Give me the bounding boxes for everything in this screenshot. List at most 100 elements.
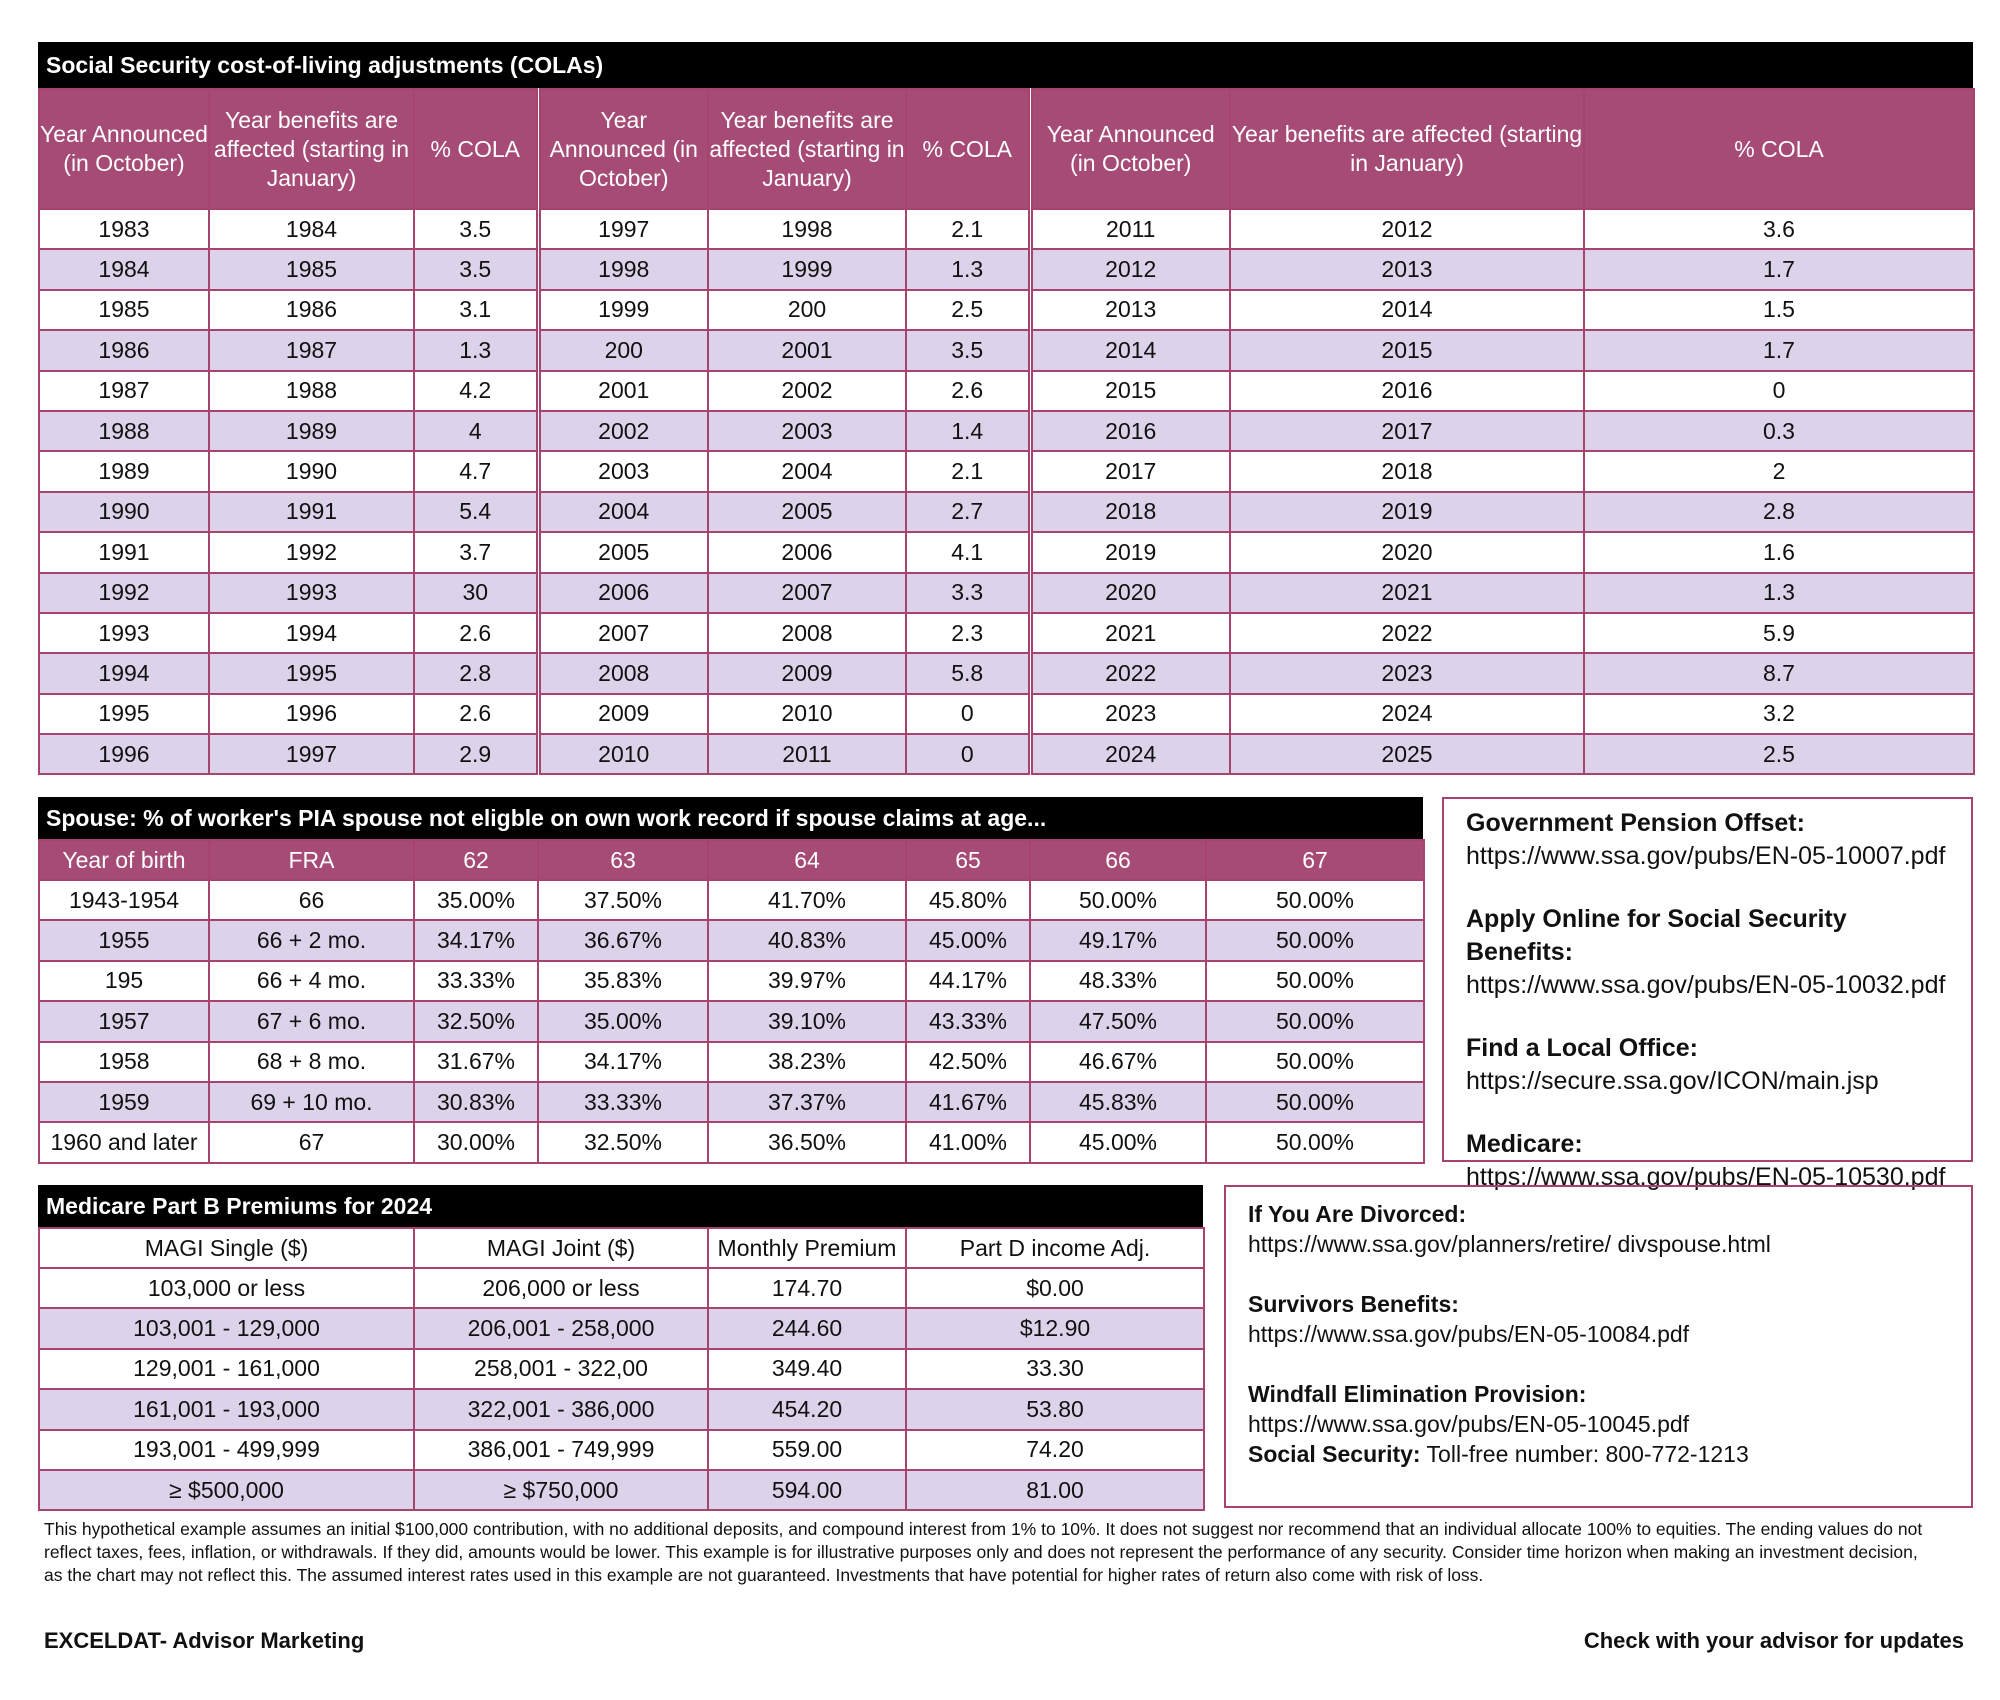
table-cell: 129,001 - 161,000 bbox=[38, 1347, 415, 1391]
table-cell: 39.10% bbox=[707, 1000, 907, 1043]
cola-row: 1985 1986 3.1 1999 200 2.5 2013 2014 1.5 bbox=[38, 288, 1975, 332]
table-cell: 38.23% bbox=[707, 1040, 907, 1083]
table-cell: 2008 bbox=[537, 652, 709, 695]
link-url[interactable]: https://www.ssa.gov/pubs/EN-05-10032.pdf bbox=[1466, 971, 1946, 999]
ssa-links-box: Government Pension Offset: https://www.ss… bbox=[1442, 797, 1973, 1191]
table-cell: 1986 bbox=[38, 329, 210, 372]
link-label: Survivors Benefits: bbox=[1248, 1291, 1459, 1317]
table-cell: 50.00% bbox=[1205, 1040, 1425, 1083]
table-cell: 193,001 - 499,999 bbox=[38, 1428, 415, 1471]
cola-row: 1993 1994 2.6 2007 2008 2.3 2021 2022 5.9 bbox=[38, 611, 1975, 655]
table-cell: 5.8 bbox=[905, 652, 1033, 695]
spouse-panel: Spouse: % of worker's PIA spouse not eli… bbox=[38, 797, 1425, 1164]
link-url[interactable]: https://secure.ssa.gov/ICON/main.jsp bbox=[1466, 1067, 1879, 1095]
table-cell: 2.5 bbox=[905, 288, 1033, 332]
table-cell: 1994 bbox=[38, 652, 210, 695]
table-cell: 1.3 bbox=[413, 329, 541, 372]
link-url[interactable]: https://www.ssa.gov/pubs/EN-05-10007.pdf bbox=[1466, 842, 1946, 870]
table-cell: 3.5 bbox=[905, 329, 1033, 372]
link-url[interactable]: https://www.ssa.gov/pubs/EN-05-10084.pdf bbox=[1248, 1321, 1690, 1347]
table-cell: 2003 bbox=[537, 450, 709, 493]
col-header: Year Announced (in October) bbox=[1029, 88, 1231, 210]
table-cell: 1993 bbox=[38, 611, 210, 655]
medicare-row: 103,000 or less 206,000 or less 174.70 $0.0… bbox=[38, 1266, 1205, 1310]
table-cell: 1990 bbox=[208, 450, 415, 493]
table-cell: 50.00% bbox=[1205, 1080, 1425, 1124]
table-cell: 1960 and later bbox=[38, 1121, 210, 1164]
table-cell: 2 bbox=[1583, 450, 1975, 493]
table-cell: 2019 bbox=[1229, 490, 1585, 534]
table-cell: 1997 bbox=[537, 207, 709, 251]
col-header: Monthly Premium bbox=[707, 1227, 907, 1269]
table-cell: 103,001 - 129,000 bbox=[38, 1307, 415, 1350]
table-cell: 1992 bbox=[38, 571, 210, 614]
table-cell: 1986 bbox=[208, 288, 415, 332]
table-cell: 32.50% bbox=[537, 1121, 709, 1164]
table-cell: 2.6 bbox=[905, 369, 1033, 412]
table-cell: 1989 bbox=[38, 450, 210, 493]
table-cell: 1.4 bbox=[905, 409, 1033, 453]
cola-row: 1983 1984 3.5 1997 1998 2.1 2011 2012 3.6 bbox=[38, 207, 1975, 251]
table-cell: 5.4 bbox=[413, 490, 541, 534]
col-header: 62 bbox=[413, 839, 539, 881]
table-cell: 2006 bbox=[707, 531, 907, 574]
table-cell: 1984 bbox=[38, 248, 210, 291]
table-cell: 2002 bbox=[537, 409, 709, 453]
table-cell: 2008 bbox=[707, 611, 907, 655]
table-cell: 1993 bbox=[208, 571, 415, 614]
table-cell: 32.50% bbox=[413, 1000, 539, 1043]
table-cell: 2015 bbox=[1029, 369, 1231, 412]
table-cell: 31.67% bbox=[413, 1040, 539, 1083]
table-cell: ≥ $500,000 bbox=[38, 1468, 415, 1512]
link-item: Apply Online for Social Security Benefit… bbox=[1466, 903, 1949, 1002]
table-cell: 44.17% bbox=[905, 959, 1031, 1003]
medicare-row: 103,001 - 129,000 206,001 - 258,000 244.60… bbox=[38, 1307, 1205, 1350]
spouse-row: 1955 66 + 2 mo. 34.17% 36.67% 40.83% 45.00% 49… bbox=[38, 919, 1425, 962]
table-cell: 1955 bbox=[38, 919, 210, 962]
table-cell: 103,000 or less bbox=[38, 1266, 415, 1310]
table-cell: 50.00% bbox=[1029, 878, 1207, 922]
table-cell: 37.37% bbox=[707, 1080, 907, 1124]
table-cell: 2016 bbox=[1229, 369, 1585, 412]
table-cell: 454.20 bbox=[707, 1388, 907, 1431]
table-cell: 46.67% bbox=[1029, 1040, 1207, 1083]
table-cell: 1985 bbox=[38, 288, 210, 332]
col-header: Year of birth bbox=[38, 839, 210, 881]
col-header: % COLA bbox=[413, 88, 541, 210]
table-cell: 1994 bbox=[208, 611, 415, 655]
table-cell: 67 bbox=[208, 1121, 415, 1164]
table-cell: 2.8 bbox=[413, 652, 541, 695]
table-cell: 66 + 2 mo. bbox=[208, 919, 415, 962]
table-cell: 2003 bbox=[707, 409, 907, 453]
table-cell: 1984 bbox=[208, 207, 415, 251]
table-cell: 50.00% bbox=[1205, 1000, 1425, 1043]
table-cell: 68 + 8 mo. bbox=[208, 1040, 415, 1083]
spouse-title: Spouse: % of worker's PIA spouse not eli… bbox=[38, 797, 1423, 839]
table-cell: 50.00% bbox=[1205, 919, 1425, 962]
table-cell: 1998 bbox=[707, 207, 907, 251]
table-cell: 2022 bbox=[1029, 652, 1231, 695]
table-cell: 35.00% bbox=[537, 1000, 709, 1043]
table-cell: 3.3 bbox=[905, 571, 1033, 614]
table-cell: 2013 bbox=[1029, 288, 1231, 332]
table-cell: 349.40 bbox=[707, 1347, 907, 1391]
spouse-row: 1943-1954 66 35.00% 37.50% 41.70% 45.80% 50.00… bbox=[38, 878, 1425, 922]
table-cell: 1957 bbox=[38, 1000, 210, 1043]
table-cell: 36.67% bbox=[537, 919, 709, 962]
link-item: If You Are Divorced: https://www.ssa.gov/… bbox=[1248, 1199, 1949, 1259]
table-cell: 37.50% bbox=[537, 878, 709, 922]
table-cell: 3.2 bbox=[1583, 692, 1975, 736]
table-cell: 0 bbox=[905, 692, 1033, 736]
link-url[interactable]: https://www.ssa.gov/planners/retire/ div… bbox=[1248, 1231, 1771, 1257]
spouse-table: Year of birth FRA 62 63 64 65 66 67 1943… bbox=[38, 839, 1425, 1164]
table-cell: 2.1 bbox=[905, 450, 1033, 493]
spouse-header-row: Year of birth FRA 62 63 64 65 66 67 bbox=[38, 839, 1425, 881]
table-cell: 30.83% bbox=[413, 1080, 539, 1124]
table-cell: 1998 bbox=[537, 248, 709, 291]
phone-label: Social Security: bbox=[1248, 1441, 1421, 1467]
phone-number: Toll-free number: 800-772-1213 bbox=[1420, 1441, 1749, 1467]
table-cell: 2023 bbox=[1029, 692, 1231, 736]
link-url[interactable]: https://www.ssa.gov/pubs/EN-05-10045.pdf bbox=[1248, 1411, 1690, 1437]
table-cell: 2.7 bbox=[905, 490, 1033, 534]
ssa-links-list: Government Pension Offset: https://www.ss… bbox=[1466, 807, 1949, 1194]
